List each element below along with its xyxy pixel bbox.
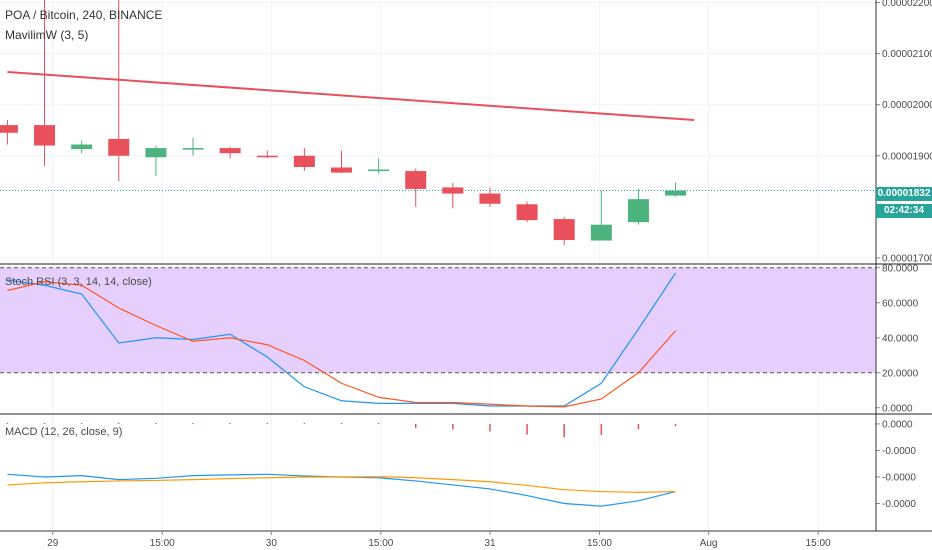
x-tick-label: 15:00 xyxy=(587,538,612,549)
macd-label[interactable]: MACD (12, 26, close, 9) xyxy=(5,426,123,438)
candle-body xyxy=(368,169,390,172)
bar-countdown-tag: 02:42:34 xyxy=(876,204,932,218)
rsi-y-tick-label: 60.0000 xyxy=(882,298,919,309)
candle-body xyxy=(182,148,204,150)
macd-y-tick-label: -0.0000 xyxy=(882,446,916,457)
last-price-tag: 0.00001832 xyxy=(876,187,932,201)
x-tick-label: 29 xyxy=(47,538,59,549)
x-tick-label: 31 xyxy=(484,538,496,549)
stoch-d-line xyxy=(7,281,677,408)
ma-line xyxy=(7,71,695,122)
price-y-tick-label: 0.00002200 xyxy=(882,0,932,9)
price-y-tick-label: 0.00001900 xyxy=(882,151,932,162)
rsi-y-tick-label: 0.0000 xyxy=(882,403,913,414)
ma-indicator-label[interactable]: MavilimW (3, 5) xyxy=(5,28,89,42)
x-tick-label: 15:00 xyxy=(150,538,175,549)
candle-body xyxy=(330,167,352,173)
x-tick-label: Aug xyxy=(700,538,718,549)
candle-body xyxy=(145,148,167,158)
x-tick-label: 30 xyxy=(266,538,278,549)
candle-body xyxy=(256,155,278,158)
candle-body xyxy=(442,187,464,194)
x-tick-label: 15:00 xyxy=(806,538,831,549)
candle-body xyxy=(219,148,241,154)
candle-body xyxy=(405,171,427,189)
candle-body xyxy=(665,190,687,196)
stoch-rsi-label[interactable]: Stoch RSI (3, 3, 14, 14, close) xyxy=(5,276,152,288)
macd-signal-line xyxy=(7,476,676,493)
x-tick-label: 15:00 xyxy=(368,538,393,549)
candle-body xyxy=(34,125,56,146)
candle-body xyxy=(479,193,501,204)
candle-body xyxy=(590,224,612,241)
candle-body xyxy=(108,138,130,156)
price-y-tick-label: 0.00002100 xyxy=(882,49,932,60)
candle-body xyxy=(553,219,575,241)
stoch-k-line xyxy=(7,272,677,407)
chart-title: POA / Bitcoin, 240, BINANCE xyxy=(5,8,163,22)
price-y-tick-label: 0.00002000 xyxy=(882,100,932,111)
macd-y-tick-label: -0.0000 xyxy=(882,472,916,483)
rsi-y-tick-label: 80.0000 xyxy=(882,263,919,274)
price-y-tick-label: 0.00001700 xyxy=(882,253,932,264)
candle-body xyxy=(0,125,18,133)
candle-body xyxy=(71,144,93,150)
macd-y-tick-label: -0.0000 xyxy=(882,499,916,510)
candle-body xyxy=(516,204,538,221)
candle-body xyxy=(627,199,649,223)
rsi-y-tick-label: 20.0000 xyxy=(882,368,919,379)
rsi-y-tick-label: 40.0000 xyxy=(882,333,919,344)
candle-body xyxy=(293,155,315,167)
macd-y-tick-label: 0.0000 xyxy=(882,419,913,430)
